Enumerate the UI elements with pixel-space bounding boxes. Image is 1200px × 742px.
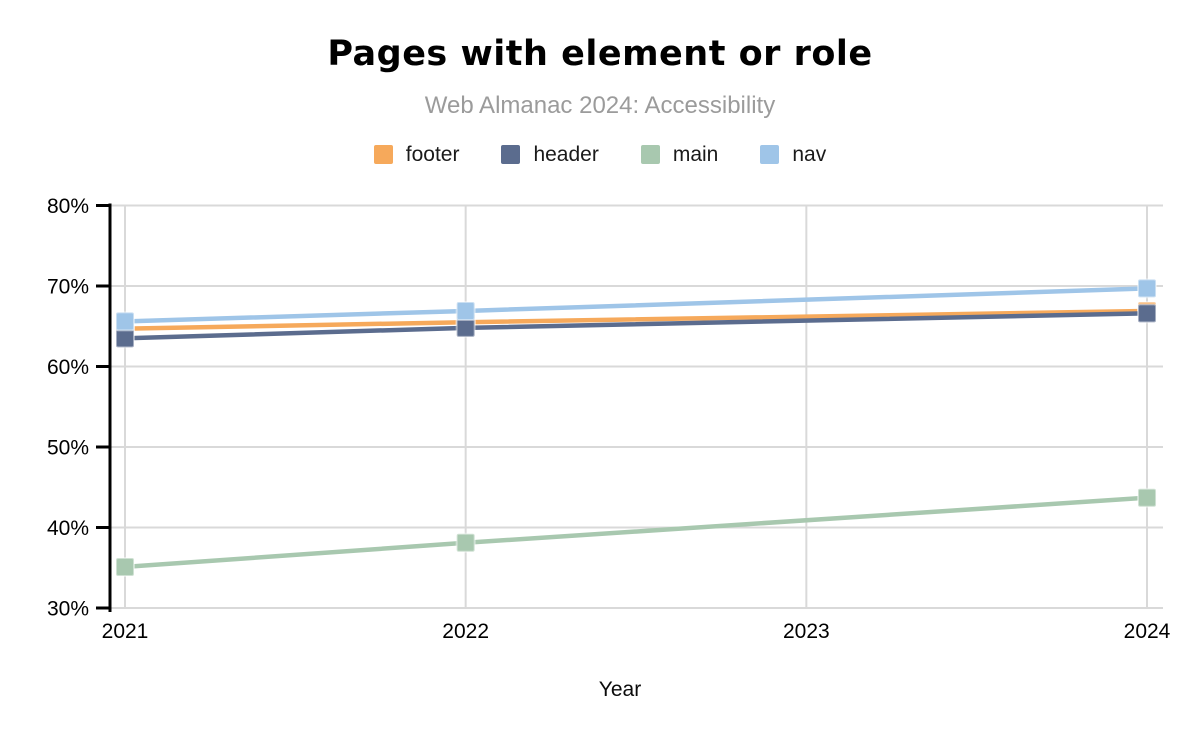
legend-item-header: header (501, 143, 599, 166)
y-tick-label-50: 50% (47, 437, 89, 460)
y-tick-label-60: 60% (47, 356, 89, 379)
y-tick-label-30: 30% (47, 598, 89, 621)
y-tick-label-80: 80% (47, 195, 89, 218)
marker-header-2021 (115, 328, 135, 349)
legend-swatch-nav (760, 145, 780, 164)
chart-title: Pages with element or role (327, 34, 873, 74)
legend-label-nav: nav (792, 143, 827, 166)
marker-header-2024 (1137, 303, 1158, 324)
marker-nav-2022 (455, 300, 476, 321)
legend-item-footer: footer (373, 143, 460, 166)
legend-swatch-footer (373, 145, 393, 164)
x-axis-title: Year (598, 678, 642, 701)
marker-main-2022 (455, 532, 476, 553)
x-tick-label-2022: 2022 (442, 620, 489, 643)
x-tick-label-2023: 2023 (783, 620, 830, 643)
legend: footer header main nav (0, 144, 1200, 165)
legend-item-main: main (640, 143, 719, 166)
marker-nav-2024 (1137, 278, 1158, 299)
legend-label-main: main (672, 143, 719, 166)
marker-main-2021 (115, 556, 135, 577)
x-tick-label-2021: 2021 (102, 620, 149, 643)
marker-main-2024 (1137, 487, 1158, 508)
y-tick-label-70: 70% (47, 276, 89, 299)
series-line-main (124, 495, 1148, 570)
legend-label-footer: footer (405, 143, 460, 166)
legend-item-nav: nav (760, 144, 826, 165)
chart-subtitle: Web Almanac 2024: Accessibility (424, 92, 776, 119)
y-tick-label-40: 40% (47, 517, 89, 540)
legend-label-header: header (533, 143, 599, 166)
marker-nav-2021 (115, 311, 135, 332)
legend-swatch-header (501, 145, 521, 164)
marker-header-2022 (455, 317, 476, 338)
x-tick-label-2024: 2024 (1124, 620, 1171, 643)
legend-swatch-main (640, 145, 660, 164)
